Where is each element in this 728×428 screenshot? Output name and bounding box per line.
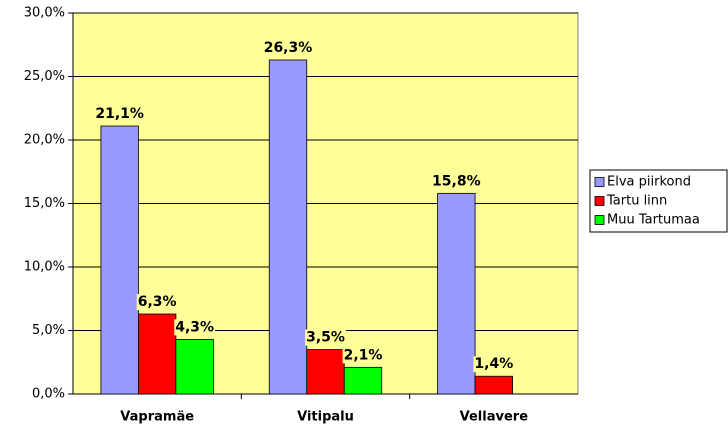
- x-tick-label: Vapramäe: [120, 410, 194, 425]
- y-tick-label: 15,0%: [24, 196, 65, 211]
- data-label-bg: [136, 293, 178, 310]
- bar: [437, 192, 476, 395]
- data-label: 4,3%: [175, 319, 214, 335]
- bar: [100, 125, 139, 395]
- x-tick-label: Vitipalu: [297, 410, 354, 425]
- legend-label: Muu Tartumaa: [607, 213, 700, 228]
- y-tick-label: 0,0%: [32, 387, 65, 402]
- data-label: 1,4%: [474, 356, 513, 372]
- data-label: 15,8%: [432, 173, 481, 189]
- data-label-bg: [174, 319, 216, 336]
- data-label-bg: [342, 347, 384, 364]
- y-tick-label: 30,0%: [24, 6, 65, 21]
- data-label: 6,3%: [138, 294, 177, 310]
- y-tick-label: 10,0%: [24, 260, 65, 275]
- data-label: 3,5%: [306, 330, 345, 346]
- bar: [306, 349, 345, 395]
- legend-swatch: [594, 215, 605, 225]
- legend-swatch: [594, 177, 605, 187]
- bar: [175, 338, 214, 395]
- bar: [343, 366, 383, 395]
- legend-label: Tartu linn: [606, 194, 667, 209]
- data-label-bg: [262, 39, 314, 56]
- bar: [268, 59, 308, 395]
- data-label: 21,1%: [95, 106, 144, 122]
- data-label: 2,1%: [344, 347, 383, 363]
- bar: [474, 375, 513, 395]
- data-label-bg: [305, 329, 346, 346]
- y-tick-label: 20,0%: [24, 133, 65, 148]
- data-label: 26,3%: [264, 40, 313, 56]
- y-tick-label: 25,0%: [24, 69, 65, 84]
- bar: [138, 313, 177, 395]
- y-tick-label: 5,0%: [32, 323, 65, 338]
- data-label-bg: [431, 173, 482, 190]
- x-tick-label: Vellavere: [460, 410, 529, 425]
- data-label-bg: [94, 106, 145, 123]
- legend: [589, 169, 728, 233]
- data-label-bg: [473, 356, 515, 373]
- legend-swatch: [594, 196, 605, 206]
- legend-label: Elva piirkond: [607, 175, 691, 190]
